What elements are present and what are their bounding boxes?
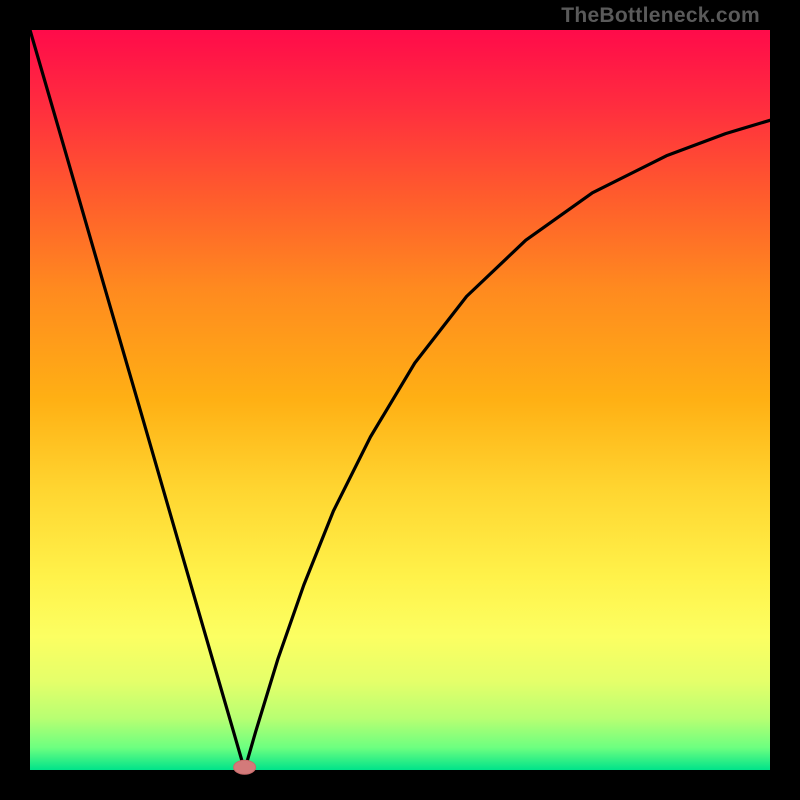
watermark-text: TheBottleneck.com <box>561 4 760 28</box>
chart-svg <box>0 0 800 800</box>
bottleneck-chart: TheBottleneck.com <box>0 0 800 800</box>
plot-background <box>30 30 770 770</box>
minimum-marker <box>234 760 256 774</box>
